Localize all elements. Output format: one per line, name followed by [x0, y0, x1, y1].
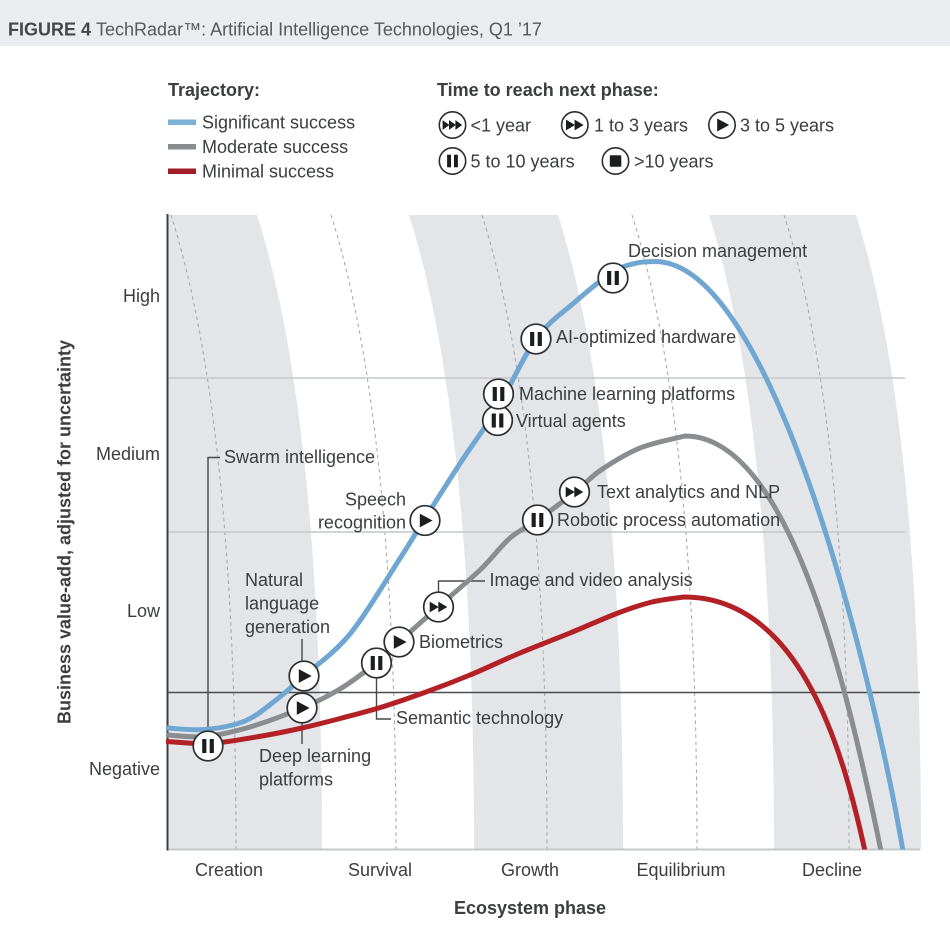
- svg-text:Image and video analysis: Image and video analysis: [490, 570, 693, 590]
- svg-text:Decline: Decline: [802, 860, 862, 880]
- svg-text:3 to 5 years: 3 to 5 years: [740, 116, 834, 136]
- svg-text:recognition: recognition: [318, 513, 406, 533]
- svg-text:<1 year: <1 year: [471, 116, 532, 136]
- svg-text:Negative: Negative: [89, 759, 160, 779]
- svg-text:Growth: Growth: [501, 860, 559, 880]
- svg-text:High: High: [123, 286, 160, 306]
- svg-text:Equilibrium: Equilibrium: [636, 860, 725, 880]
- svg-text:AI-optimized hardware: AI-optimized hardware: [556, 327, 736, 347]
- svg-text:language: language: [245, 594, 319, 614]
- svg-text:Semantic technology: Semantic technology: [396, 708, 563, 728]
- svg-text:Text analytics and NLP: Text analytics and NLP: [597, 482, 780, 502]
- svg-text:Medium: Medium: [96, 444, 160, 464]
- svg-text:Swarm intelligence: Swarm intelligence: [224, 447, 375, 467]
- svg-text:Moderate success: Moderate success: [202, 137, 348, 157]
- svg-text:5 to 10 years: 5 to 10 years: [471, 152, 575, 172]
- svg-text:Minimal success: Minimal success: [202, 162, 334, 182]
- svg-text:Machine learning platforms: Machine learning platforms: [519, 384, 735, 404]
- svg-text:Low: Low: [127, 601, 161, 621]
- svg-text:Virtual agents: Virtual agents: [516, 411, 626, 431]
- svg-text:1 to 3 years: 1 to 3 years: [594, 116, 688, 136]
- svg-text:>10 years: >10 years: [634, 152, 714, 172]
- svg-text:Time to reach next phase:: Time to reach next phase:: [437, 80, 659, 100]
- svg-text:Business value-add, adjusted f: Business value-add, adjusted for uncerta…: [55, 340, 75, 724]
- svg-text:Survival: Survival: [348, 860, 412, 880]
- svg-text:Trajectory:: Trajectory:: [168, 80, 260, 100]
- svg-text:Biometrics: Biometrics: [419, 632, 503, 652]
- svg-text:FIGURE 4 TechRadar™: Artificia: FIGURE 4 TechRadar™: Artificial Intellig…: [8, 20, 542, 40]
- svg-text:Ecosystem phase: Ecosystem phase: [454, 898, 606, 918]
- svg-text:Speech: Speech: [345, 490, 406, 510]
- svg-text:Significant success: Significant success: [202, 113, 355, 133]
- svg-text:Robotic process automation: Robotic process automation: [557, 510, 780, 530]
- svg-text:platforms: platforms: [259, 770, 333, 790]
- svg-text:Natural: Natural: [245, 570, 303, 590]
- svg-text:generation: generation: [245, 617, 330, 637]
- svg-text:Creation: Creation: [195, 860, 263, 880]
- svg-text:Deep learning: Deep learning: [259, 746, 371, 766]
- svg-text:Decision management: Decision management: [628, 241, 807, 261]
